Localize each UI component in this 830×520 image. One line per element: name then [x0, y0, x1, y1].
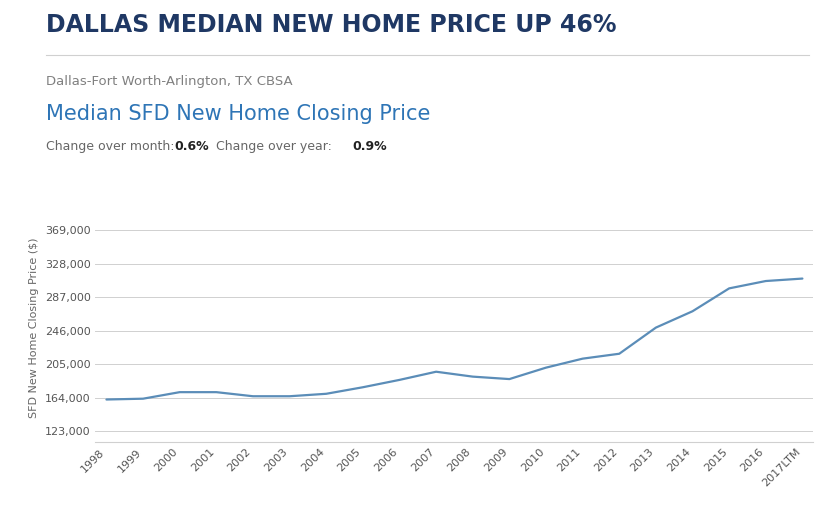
Text: ▲: ▲: [471, 101, 480, 112]
Y-axis label: SFD New Home Closing Price ($): SFD New Home Closing Price ($): [29, 237, 39, 418]
Text: $321,423: $321,423: [501, 100, 567, 113]
Text: Change over month:: Change over month:: [46, 140, 174, 153]
Text: Dallas-Fort Worth-Arlington, TX CBSA: Dallas-Fort Worth-Arlington, TX CBSA: [46, 75, 292, 88]
Text: Median SFD New Home Closing Price: Median SFD New Home Closing Price: [46, 104, 430, 124]
Text: 0.9%: 0.9%: [353, 140, 388, 153]
Text: 0.6%: 0.6%: [174, 140, 209, 153]
Text: Change over year:: Change over year:: [216, 140, 332, 153]
Text: DALLAS MEDIAN NEW HOME PRICE UP 46%: DALLAS MEDIAN NEW HOME PRICE UP 46%: [46, 13, 616, 37]
